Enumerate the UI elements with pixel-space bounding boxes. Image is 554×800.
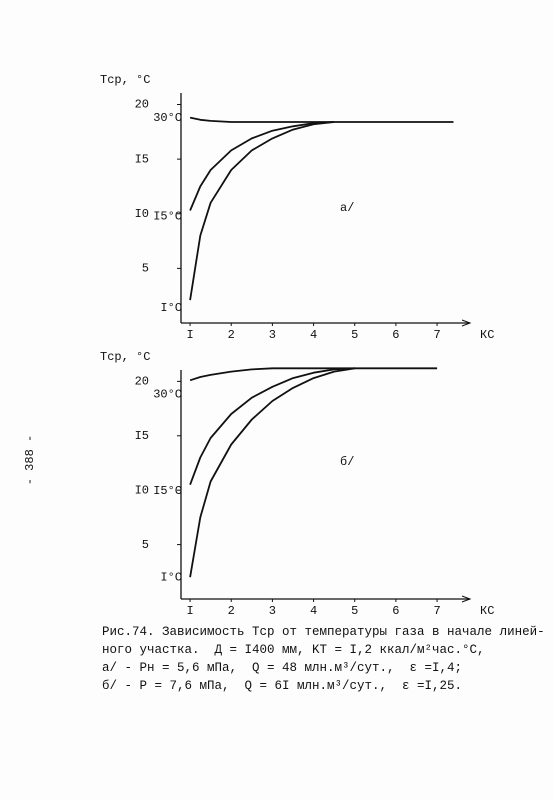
x-tick-label: 4 (310, 604, 317, 618)
y-tick-label: 5 (142, 538, 149, 552)
y-axis-label: Tср, °C (100, 350, 150, 364)
x-tick-label: 3 (269, 328, 276, 342)
caption-line: ного участка. Д = I400 мм, KТ = I,2 ккал… (102, 643, 485, 657)
caption-line: а/ - Pн = 5,6 мПа, Q = 48 млн.м³/сут., ε… (102, 661, 463, 675)
x-tick-label: 6 (392, 604, 399, 618)
series-label: 30°C (153, 387, 182, 401)
series-label: I°C (160, 301, 182, 315)
x-tick-label: 4 (310, 328, 317, 342)
series-label: I5°C (153, 210, 182, 224)
y-tick-label: I5 (135, 429, 149, 443)
caption-line: Рис.74. Зависимость Tср от температуры г… (102, 625, 545, 639)
page-number: - 388 - (23, 435, 37, 485)
annotation: б/ (340, 455, 354, 469)
annotation: а/ (340, 201, 354, 215)
x-tick-label: 2 (228, 604, 235, 618)
x-tick-label: 6 (392, 328, 399, 342)
x-axis-label: КС (480, 604, 494, 618)
series-line (189, 116, 454, 123)
x-axis-arrow (461, 319, 472, 327)
y-tick-label: 20 (135, 98, 149, 112)
x-tick-label: I (186, 604, 193, 618)
series-line (189, 121, 335, 301)
series-label: I°C (160, 570, 182, 584)
caption-line: б/ - P = 7,6 мПа, Q = 6I млн.м³/сут., ε … (102, 679, 463, 693)
y-tick-label: I5 (135, 152, 149, 166)
series-line (189, 121, 335, 211)
y-tick-label: 5 (142, 262, 149, 276)
x-tick-label: 7 (433, 328, 440, 342)
series-label: 30°C (153, 111, 182, 125)
series-line (189, 367, 355, 578)
series-line (189, 367, 355, 486)
x-axis-arrow (461, 595, 472, 603)
y-tick-label: I0 (135, 483, 149, 497)
x-tick-label: 2 (228, 328, 235, 342)
x-tick-label: 3 (269, 604, 276, 618)
y-tick-label: 20 (135, 375, 149, 389)
series-line (189, 367, 438, 382)
y-tick-label: I0 (135, 207, 149, 221)
x-tick-label: 5 (351, 604, 358, 618)
x-axis-label: КС (480, 328, 494, 342)
x-tick-label: I (186, 328, 193, 342)
x-tick-label: 5 (351, 328, 358, 342)
series-label: I5°C (153, 484, 182, 498)
x-tick-label: 7 (433, 604, 440, 618)
y-axis-label: Tср, °C (100, 73, 150, 87)
